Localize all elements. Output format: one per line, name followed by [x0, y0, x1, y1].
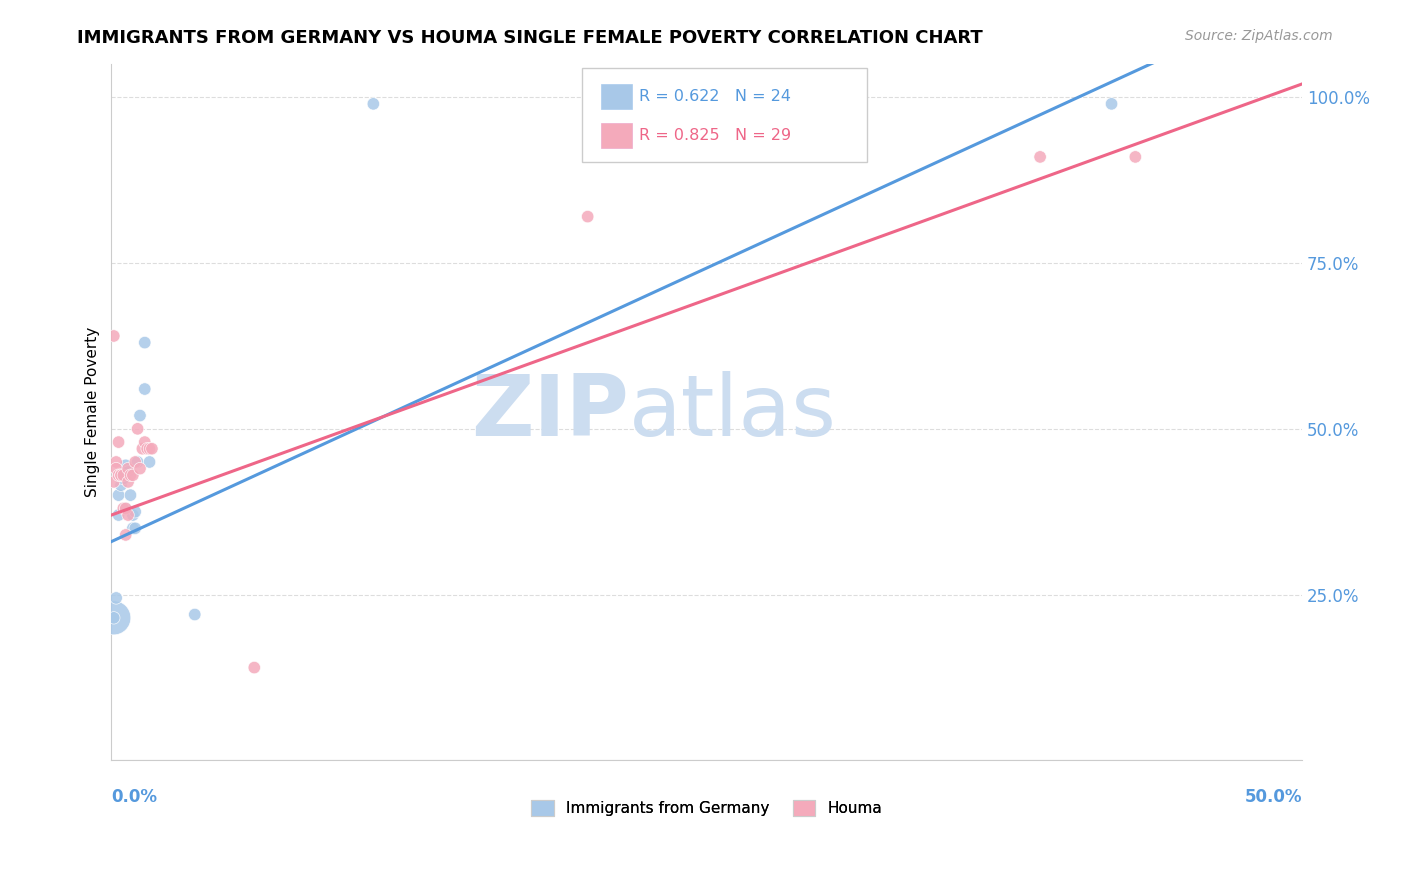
- Point: [129, 409, 152, 423]
- Text: Source: ZipAtlas.com: Source: ZipAtlas.com: [1185, 29, 1333, 43]
- Point: [134, 435, 156, 450]
- Point: [112, 468, 135, 483]
- Text: R = 0.825   N = 29: R = 0.825 N = 29: [638, 128, 792, 143]
- Point: [112, 501, 135, 516]
- Text: 0.0%: 0.0%: [111, 789, 157, 806]
- Point: [127, 422, 149, 436]
- FancyBboxPatch shape: [600, 123, 631, 147]
- Point: [121, 508, 143, 522]
- Point: [124, 505, 146, 519]
- Text: R = 0.622   N = 24: R = 0.622 N = 24: [638, 89, 790, 103]
- Legend: Immigrants from Germany, Houma: Immigrants from Germany, Houma: [524, 794, 889, 822]
- Point: [120, 468, 142, 483]
- Point: [114, 528, 136, 542]
- Point: [105, 461, 128, 475]
- Point: [105, 455, 128, 469]
- FancyBboxPatch shape: [600, 84, 631, 109]
- Point: [136, 442, 159, 456]
- Point: [107, 468, 129, 483]
- Point: [120, 488, 142, 502]
- Point: [107, 508, 129, 522]
- Point: [134, 382, 156, 396]
- Point: [103, 611, 125, 625]
- Point: [127, 455, 149, 469]
- Point: [117, 461, 139, 475]
- Point: [107, 488, 129, 502]
- Point: [107, 435, 129, 450]
- Point: [121, 468, 143, 483]
- Point: [110, 468, 132, 483]
- Point: [141, 442, 163, 456]
- Point: [112, 468, 135, 483]
- Point: [134, 335, 156, 350]
- Text: 50.0%: 50.0%: [1244, 789, 1302, 806]
- Point: [576, 210, 599, 224]
- Point: [138, 455, 160, 469]
- Point: [103, 475, 125, 489]
- FancyBboxPatch shape: [582, 68, 868, 161]
- Point: [129, 461, 152, 475]
- Text: atlas: atlas: [630, 371, 838, 454]
- Text: IMMIGRANTS FROM GERMANY VS HOUMA SINGLE FEMALE POVERTY CORRELATION CHART: IMMIGRANTS FROM GERMANY VS HOUMA SINGLE …: [77, 29, 983, 46]
- Point: [117, 475, 139, 489]
- Point: [124, 521, 146, 535]
- Point: [103, 611, 125, 625]
- Point: [121, 521, 143, 535]
- Point: [114, 501, 136, 516]
- Point: [112, 472, 135, 486]
- Point: [117, 508, 139, 522]
- Point: [243, 660, 266, 674]
- Point: [1125, 150, 1147, 164]
- Point: [1029, 150, 1052, 164]
- Point: [363, 96, 385, 111]
- Point: [105, 591, 128, 605]
- Point: [110, 478, 132, 492]
- Point: [138, 442, 160, 456]
- Point: [117, 465, 139, 479]
- Point: [131, 442, 153, 456]
- Point: [184, 607, 207, 622]
- Point: [124, 455, 146, 469]
- Text: ZIP: ZIP: [471, 371, 630, 454]
- Point: [114, 458, 136, 473]
- Y-axis label: Single Female Poverty: Single Female Poverty: [86, 327, 100, 498]
- Point: [110, 468, 132, 483]
- Point: [1101, 96, 1123, 111]
- Point: [114, 501, 136, 516]
- Point: [103, 329, 125, 343]
